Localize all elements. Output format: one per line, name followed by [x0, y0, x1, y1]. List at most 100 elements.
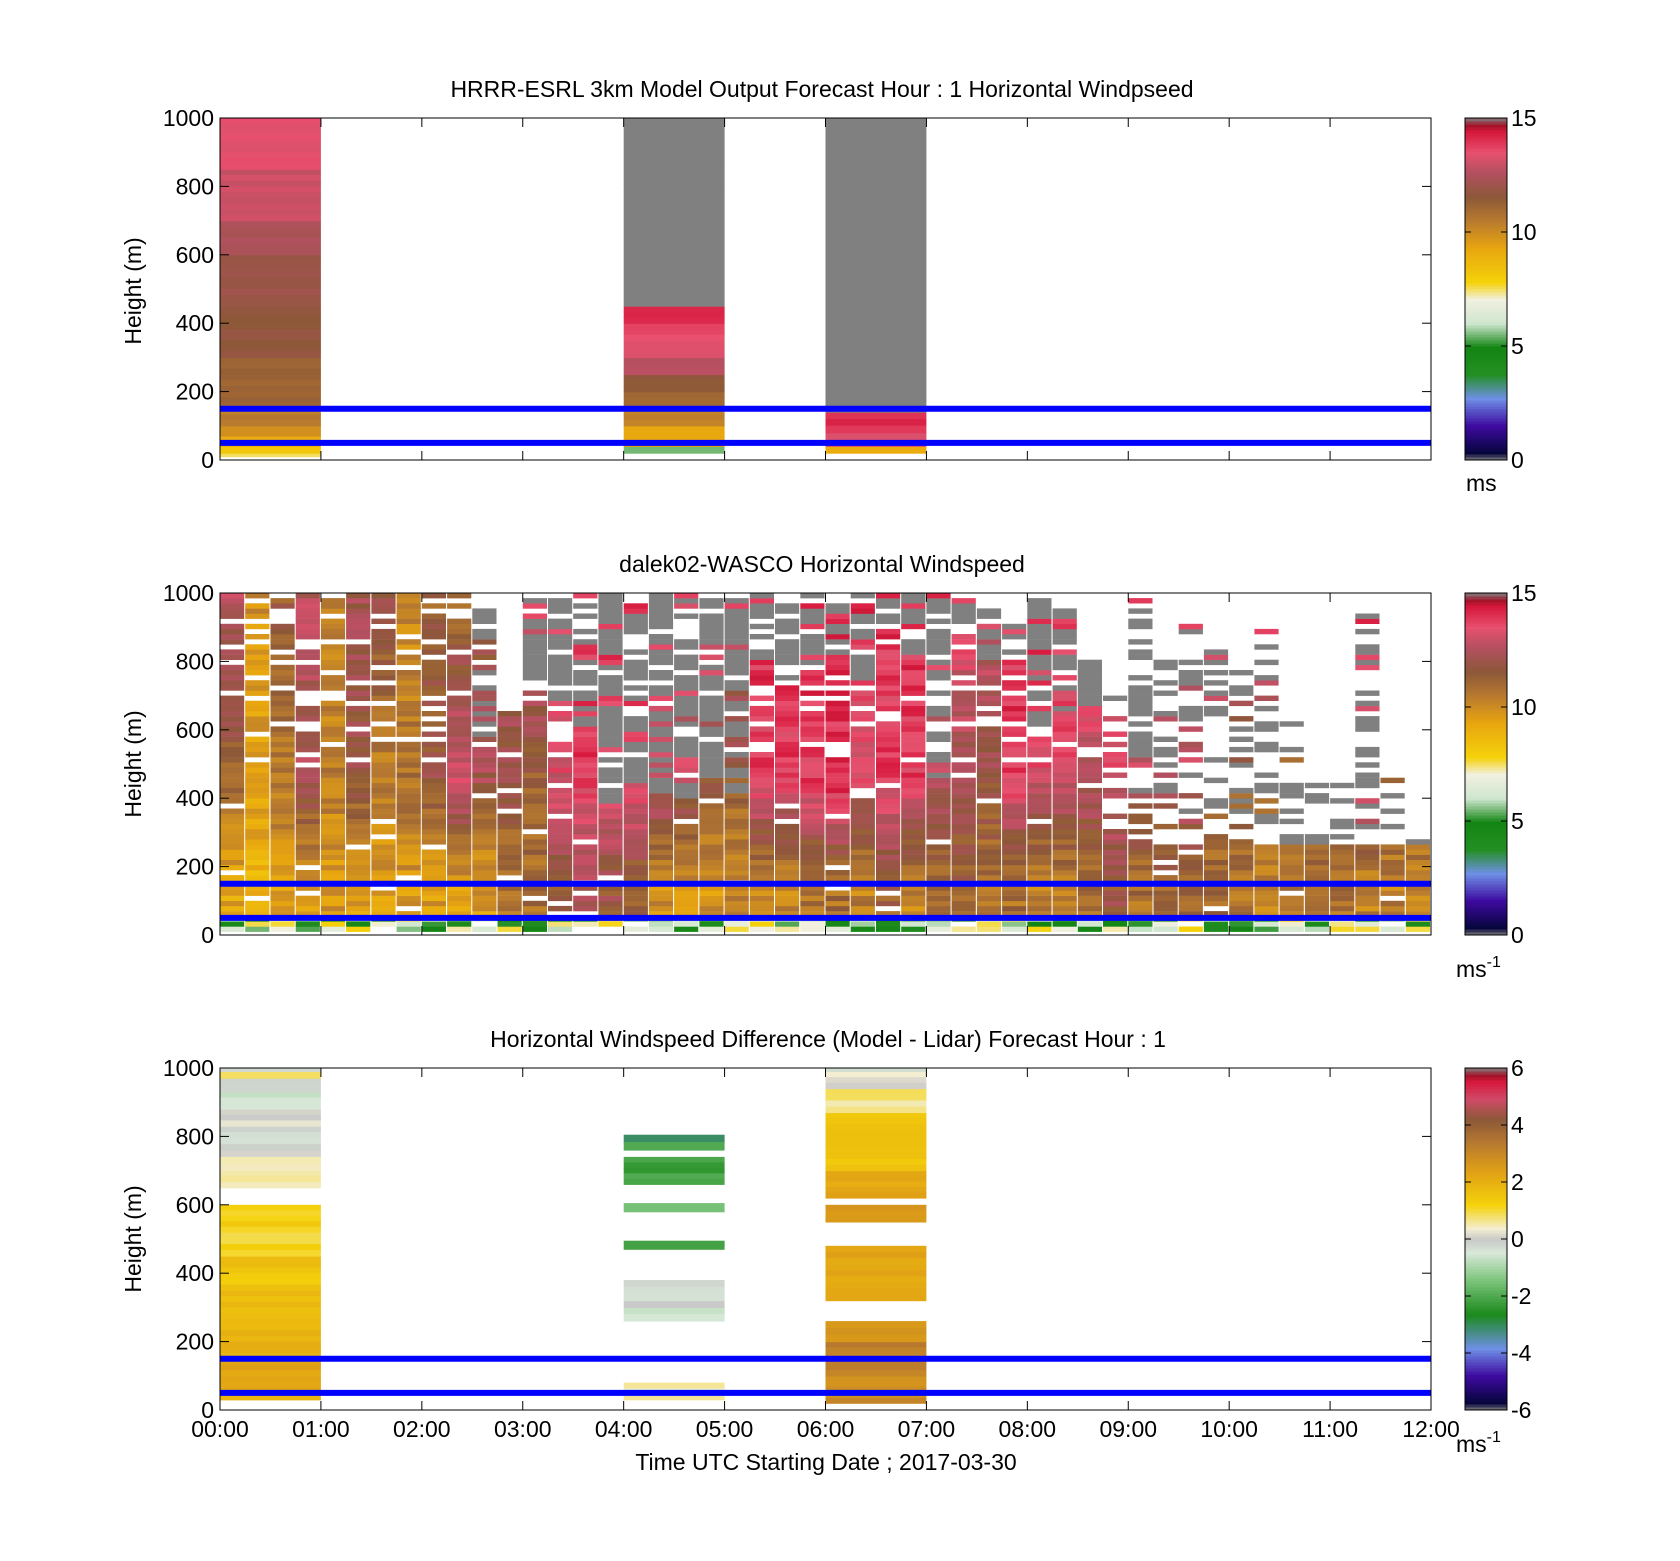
- profile-cell-12-580: [522, 731, 547, 737]
- profile-cell-3-70: [295, 905, 320, 912]
- profile-cell-21-595: [749, 726, 774, 732]
- profile-cell-12-745: [522, 675, 547, 681]
- profile-cell-1-460: [245, 772, 270, 778]
- profile-cell-38-535: [1178, 746, 1203, 753]
- profile-cell-14-490: [573, 762, 598, 768]
- heatmap-cell-0-10-8: [220, 163, 321, 170]
- profile-cell-41-25: [1254, 921, 1279, 927]
- profile-cell-28-55: [926, 911, 951, 917]
- colorbar-swatch: [1465, 1230, 1507, 1234]
- profile-cell-10-310: [472, 823, 497, 830]
- profile-cell-26-100: [876, 895, 901, 902]
- profile-cell-32-970: [1027, 598, 1052, 604]
- profile-cell-7-265: [396, 839, 421, 845]
- profile-cell-10-580: [472, 731, 497, 737]
- profile-cell-24-265: [825, 839, 850, 845]
- profile-cell-33-55: [1052, 911, 1077, 917]
- profile-cell-17-445: [648, 777, 674, 784]
- profile-cell-32-115: [1027, 890, 1052, 896]
- profile-cell-19-460: [699, 772, 724, 778]
- profile-cell-0-115: [220, 890, 245, 896]
- profile-cell-25-370: [850, 803, 875, 809]
- colorbar-swatch: [1465, 1206, 1507, 1210]
- profile-cell-28-175: [926, 870, 951, 876]
- heatmap-cell-1-10-29: [623, 294, 725, 301]
- profile-cell-24-895: [825, 623, 850, 630]
- heatmap-cell-2-6-5: [825, 1141, 927, 1148]
- colorbar-swatch: [1465, 710, 1507, 714]
- profile-cell-1-835: [245, 644, 270, 650]
- profile-cell-35-460: [1103, 772, 1128, 778]
- profile-cell-41-115: [1254, 890, 1279, 896]
- profile-cell-13-70: [548, 905, 573, 912]
- heatmap-cell-1-3-2: [623, 1293, 725, 1302]
- profile-cell-14-175: [573, 870, 598, 876]
- profile-cell-19-70: [699, 905, 724, 912]
- profile-cell-28-85: [926, 900, 951, 907]
- profile-cell-5-55: [346, 911, 371, 917]
- profile-cell-35-295: [1103, 829, 1128, 835]
- profile-cell-39-55: [1203, 911, 1229, 917]
- colorbar-swatch: [1465, 767, 1507, 771]
- profile-cell-27-790: [901, 659, 926, 666]
- profile-cell-30-295: [976, 829, 1002, 835]
- profile-cell-37-70: [1153, 905, 1178, 912]
- profile-cell-0-970: [220, 598, 245, 604]
- heatmap-cell-0-4-1: [220, 414, 321, 421]
- profile-cell-29-400: [951, 793, 976, 799]
- colorbar-swatch: [1465, 415, 1507, 419]
- profile-cell-17-175: [648, 870, 674, 876]
- profile-cell-26-775: [876, 664, 901, 671]
- profile-cell-4-535: [320, 746, 346, 753]
- profile-cell-18-610: [674, 721, 699, 727]
- profile-cell-34-490: [1077, 762, 1102, 768]
- profile-cell-17-595: [648, 726, 674, 732]
- profile-cell-11-10: [497, 926, 522, 932]
- profile-cell-10-505: [472, 757, 497, 763]
- profile-cell-9-505: [447, 757, 472, 763]
- profile-cell-32-385: [1027, 798, 1052, 804]
- profile-cell-31-100: [1002, 895, 1027, 902]
- profile-cell-45-235: [1355, 849, 1380, 855]
- panel-model-title: HRRR-ESRL 3km Model Output Forecast Hour…: [450, 76, 1193, 102]
- profile-cell-32-535: [1027, 746, 1052, 753]
- profile-cell-27-580: [901, 731, 926, 737]
- profile-cell-26-655: [876, 705, 901, 712]
- profile-cell-26-835: [876, 644, 901, 650]
- heatmap-cell-2-3-41: [825, 364, 927, 371]
- colorbar-swatch: [1465, 181, 1507, 185]
- colorbar-swatch: [1465, 364, 1507, 368]
- colorbar-swatch: [1465, 704, 1507, 708]
- profile-cell-46-10: [1380, 926, 1405, 932]
- colorbar-swatch: [1465, 746, 1507, 750]
- profile-cell-14-580: [573, 731, 598, 737]
- heatmap-cell-0-0-1: [220, 1381, 321, 1389]
- profile-cell-13-670: [548, 700, 573, 707]
- profile-cell-28-700: [926, 690, 951, 696]
- profile-cell-32-910: [1027, 618, 1052, 624]
- profile-cell-37-415: [1153, 787, 1178, 794]
- profile-cell-29-535: [951, 746, 976, 753]
- heatmap-cell-2-2-0: [825, 1321, 927, 1329]
- profile-cell-15-280: [598, 834, 623, 840]
- profile-cell-8-475: [421, 767, 446, 773]
- profile-cell-0-865: [220, 634, 245, 640]
- colorbar-swatch: [1465, 166, 1507, 170]
- profile-cell-24-730: [825, 680, 850, 686]
- heatmap-cell-0-3-3: [220, 1307, 321, 1314]
- profile-cell-9-220: [447, 854, 472, 860]
- profile-cell-29-175: [951, 870, 976, 876]
- profile-cell-44-100: [1330, 895, 1355, 902]
- profile-cell-14-700: [573, 690, 598, 696]
- colorbar-tick-label: 15: [1511, 105, 1537, 131]
- profile-cell-29-775: [951, 664, 976, 671]
- colorbar-swatch: [1465, 665, 1507, 669]
- heatmap-cell-2-3-25: [825, 268, 927, 275]
- profile-cell-45-880: [1355, 628, 1380, 635]
- profile-cell-4-370: [320, 803, 346, 809]
- profile-cell-9-880: [447, 628, 472, 635]
- colorbar-swatch: [1465, 896, 1507, 900]
- profile-cell-37-490: [1153, 762, 1178, 768]
- y-tick-label: 600: [176, 1192, 214, 1218]
- profile-cell-39-130: [1203, 885, 1229, 891]
